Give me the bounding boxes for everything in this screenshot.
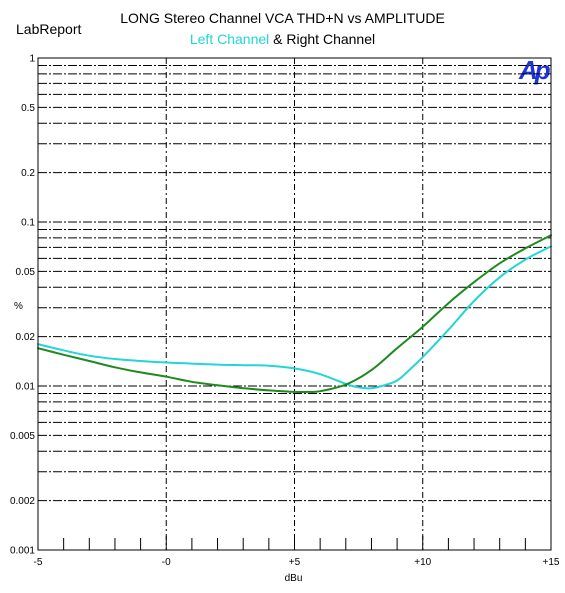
series-line-left-channel	[37, 245, 552, 390]
x-tick-label: +5	[289, 557, 301, 568]
ap-logo: Ap	[519, 55, 551, 85]
series-line-right-channel	[37, 234, 552, 394]
y-tick-label: 0.05	[16, 267, 36, 278]
x-tick-label: +15	[543, 557, 560, 568]
y-tick-label: 0.1	[21, 218, 35, 229]
y-tick-label: 1	[29, 54, 35, 65]
y-tick-label: 0.002	[10, 496, 35, 507]
chart-title: LONG Stereo Channel VCA THD+N vs AMPLITU…	[120, 10, 445, 26]
y-tick-label: 0.5	[21, 103, 35, 114]
label-layer: 1 0.5 0.2 0.1 0.05 0.02 0.01 0.005 0.002 0.001-5 -…	[10, 54, 560, 585]
y-tick-label: 0.02	[16, 332, 36, 343]
brand-label: LabReport	[16, 21, 82, 37]
x-axis-label: dBu	[285, 573, 303, 584]
legend-separator: &	[269, 31, 287, 47]
x-tick-label: -5	[34, 557, 43, 568]
chart-subtitle: Left Channel & Right Channel	[0, 31, 565, 47]
plot-frame	[37, 57, 552, 551]
legend-right-channel: Right Channel	[286, 31, 376, 47]
y-tick-label: 0.005	[10, 431, 35, 442]
legend-left-channel: Left Channel	[189, 31, 270, 47]
y-tick-label: 0.2	[21, 168, 35, 179]
y-axis-label: %	[14, 301, 23, 312]
y-tick-label: 0.001	[10, 546, 35, 557]
grid-layer	[38, 58, 551, 550]
x-tick-label: -0	[162, 557, 171, 568]
tick-layer	[37, 536, 552, 550]
series-layer	[37, 234, 552, 394]
y-tick-label: 0.01	[16, 382, 36, 393]
x-tick-label: +10	[414, 557, 431, 568]
